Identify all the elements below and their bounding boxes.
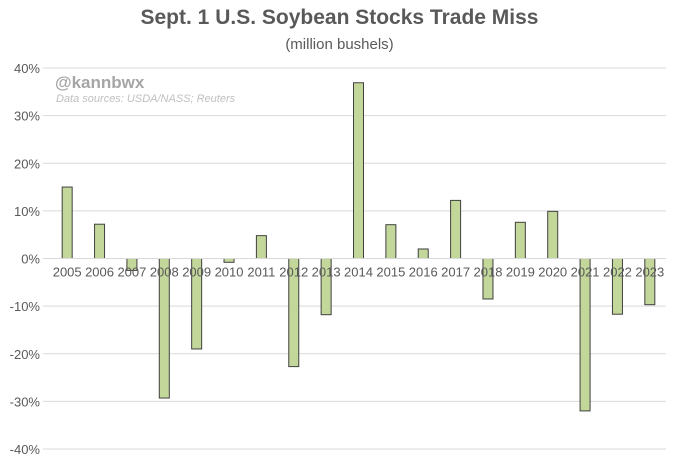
bar (385, 224, 397, 259)
x-tick-label: 2012 (279, 265, 308, 280)
x-tick-label: 2010 (215, 265, 244, 280)
bar (579, 258, 591, 412)
x-tick-label: 2021 (571, 265, 600, 280)
bar (417, 248, 429, 260)
y-tick-label: -20% (10, 347, 41, 362)
x-tick-label: 2023 (635, 265, 664, 280)
x-tick-label: 2016 (409, 265, 438, 280)
x-tick-label: 2017 (441, 265, 470, 280)
bar (514, 221, 526, 259)
y-tick-label: 0% (21, 252, 40, 267)
y-tick-label: 30% (14, 109, 40, 124)
y-tick-label: 10% (14, 204, 40, 219)
x-tick-label: 2008 (150, 265, 179, 280)
watermark: @kannbwx (55, 73, 145, 92)
bar (94, 223, 106, 260)
bar (223, 258, 235, 263)
x-tick-label: 2022 (603, 265, 632, 280)
y-tick-label: -30% (10, 394, 41, 409)
y-tick-label: 20% (14, 156, 40, 171)
y-tick-label: -40% (10, 442, 41, 457)
x-tick-label: 2019 (506, 265, 535, 280)
data-sources: Data sources: USDA/NASS; Reuters (56, 93, 236, 105)
x-tick-label: 2005 (53, 265, 82, 280)
x-tick-label: 2020 (538, 265, 567, 280)
chart-subtitle: (million bushels) (285, 36, 394, 53)
x-tick-label: 2013 (312, 265, 341, 280)
bar (61, 186, 73, 259)
x-tick-label: 2018 (474, 265, 503, 280)
bar (450, 199, 462, 260)
y-tick-label: -10% (10, 299, 41, 314)
x-tick-label: 2011 (247, 265, 275, 280)
x-tick-label: 2007 (117, 265, 146, 280)
bar (255, 235, 267, 259)
bar (353, 82, 364, 259)
chart-title: Sept. 1 U.S. Soybean Stocks Trade Miss (140, 6, 539, 29)
x-tick-label: 2009 (182, 265, 211, 280)
bar (547, 210, 559, 260)
x-tick-label: 2014 (344, 265, 373, 280)
x-tick-label: 2015 (376, 265, 405, 280)
x-tick-label: 2006 (85, 265, 114, 280)
y-tick-label: 40% (14, 61, 40, 76)
